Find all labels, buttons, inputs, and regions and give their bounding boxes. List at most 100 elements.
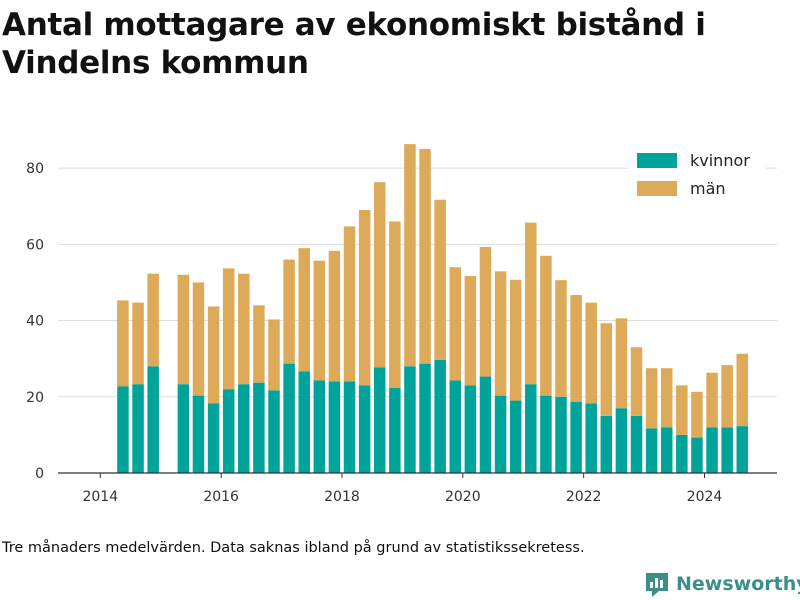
bar-kvinnor bbox=[207, 403, 220, 473]
bar-man bbox=[555, 280, 567, 397]
bar-kvinnor bbox=[645, 428, 658, 473]
bar-man bbox=[117, 300, 129, 387]
bar-kvinnor bbox=[600, 415, 613, 473]
brand-name: Newsworthy bbox=[676, 573, 800, 595]
bars bbox=[117, 144, 749, 473]
gridlines bbox=[58, 167, 777, 398]
bar-man bbox=[177, 274, 190, 385]
bar-man bbox=[343, 226, 356, 382]
bar-man bbox=[691, 391, 703, 438]
page-title: Antal mottagare av ekonomiskt bistånd i … bbox=[2, 7, 706, 81]
bar-kvinnor bbox=[464, 385, 477, 473]
legend-label: män bbox=[690, 179, 726, 198]
bar-man bbox=[238, 273, 250, 385]
y-tick-label: 0 bbox=[35, 466, 44, 482]
bar-man bbox=[706, 372, 718, 428]
y-tick-label: 40 bbox=[26, 314, 44, 330]
bar-man bbox=[268, 319, 280, 391]
legend: kvinnor män bbox=[628, 145, 766, 200]
bar-kvinnor bbox=[479, 376, 492, 473]
bar-kvinnor bbox=[449, 380, 462, 473]
bar-man bbox=[419, 149, 431, 364]
bar-kvinnor bbox=[630, 415, 643, 473]
bar-man bbox=[283, 259, 295, 364]
bar-man bbox=[721, 365, 733, 428]
x-tick-label: 2022 bbox=[566, 489, 602, 505]
bar-man bbox=[494, 271, 507, 396]
bar-kvinnor bbox=[117, 386, 129, 473]
bar-kvinnor bbox=[358, 385, 371, 473]
bar-man bbox=[615, 318, 628, 409]
bar-kvinnor bbox=[585, 403, 597, 473]
bar-kvinnor bbox=[283, 363, 295, 473]
y-tick-label: 60 bbox=[26, 237, 44, 253]
bar-kvinnor bbox=[147, 366, 159, 473]
bar-kvinnor bbox=[177, 384, 190, 473]
y-tick-label: 80 bbox=[26, 161, 44, 177]
bar-kvinnor bbox=[419, 363, 431, 473]
bar-kvinnor bbox=[373, 367, 386, 473]
bar-kvinnor bbox=[570, 401, 582, 473]
bar-kvinnor bbox=[721, 427, 733, 473]
x-tick-label: 2014 bbox=[82, 489, 118, 505]
bar-kvinnor bbox=[525, 384, 537, 473]
bar-kvinnor bbox=[706, 427, 718, 473]
newsworthy-logo-icon bbox=[646, 573, 668, 597]
bar-kvinnor bbox=[222, 389, 235, 473]
bar-man bbox=[328, 250, 341, 382]
bar-kvinnor bbox=[389, 388, 401, 473]
footnote: Tre månaders medelvärden. Data saknas ib… bbox=[2, 540, 585, 556]
bar-man bbox=[313, 260, 326, 381]
bar-man bbox=[207, 306, 220, 404]
bar-man bbox=[358, 210, 371, 386]
bar-kvinnor bbox=[676, 434, 688, 473]
bar-man bbox=[389, 221, 401, 389]
bar-kvinnor bbox=[494, 395, 507, 473]
bar-kvinnor bbox=[691, 437, 703, 473]
legend-swatch bbox=[637, 153, 677, 168]
bar-man bbox=[192, 282, 205, 396]
bar-man bbox=[373, 182, 386, 368]
bar-kvinnor bbox=[192, 395, 205, 473]
legend-label: kvinnor bbox=[690, 151, 750, 170]
x-tick-label: 2020 bbox=[445, 489, 481, 505]
bar-man bbox=[479, 247, 492, 377]
bar-kvinnor bbox=[555, 396, 567, 473]
bar-kvinnor bbox=[660, 427, 673, 473]
bar-man bbox=[404, 144, 416, 367]
bar-kvinnor bbox=[328, 381, 341, 473]
y-tick-label: 20 bbox=[26, 390, 44, 406]
bar-man bbox=[464, 275, 477, 386]
axes: 0 20 40 60 80 2014 2016 2018 2020 2022 2024 bbox=[26, 161, 777, 505]
x-tick-label: 2024 bbox=[687, 489, 723, 505]
bar-man bbox=[600, 323, 613, 416]
bar-man bbox=[540, 255, 552, 396]
bar-kvinnor bbox=[615, 408, 628, 473]
bar-man bbox=[630, 347, 643, 416]
bar-kvinnor bbox=[404, 366, 416, 473]
bar-kvinnor bbox=[434, 359, 446, 473]
bar-man bbox=[434, 199, 446, 360]
bar-kvinnor bbox=[736, 426, 749, 473]
bar-man bbox=[660, 368, 673, 428]
bar-man bbox=[525, 222, 537, 385]
bar-man bbox=[298, 248, 310, 372]
bar-man bbox=[132, 302, 144, 385]
bar-kvinnor bbox=[132, 384, 144, 473]
bar-man bbox=[676, 385, 688, 435]
bar-man bbox=[570, 295, 582, 402]
bar-man bbox=[147, 273, 159, 367]
bar-chart: 0 20 40 60 80 2014 2016 2018 2020 2022 2024 kvinno… bbox=[26, 144, 777, 505]
bar-kvinnor bbox=[509, 400, 522, 473]
legend-swatch bbox=[637, 181, 677, 196]
bar-kvinnor bbox=[298, 371, 310, 473]
bar-man bbox=[736, 353, 749, 427]
bar-kvinnor bbox=[238, 384, 250, 473]
bar-man bbox=[449, 267, 462, 381]
bar-kvinnor bbox=[268, 390, 280, 473]
bar-kvinnor bbox=[343, 381, 356, 473]
bar-man bbox=[253, 305, 265, 383]
bar-kvinnor bbox=[313, 380, 326, 473]
bar-man bbox=[509, 279, 522, 401]
brand-logo[interactable]: Newsworthy bbox=[644, 570, 800, 598]
